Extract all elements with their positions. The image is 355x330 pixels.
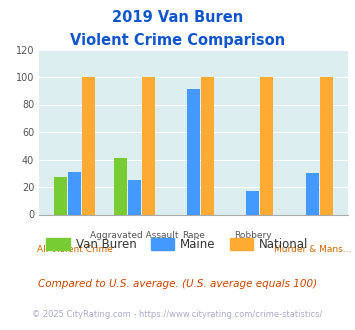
Text: Aggravated Assault: Aggravated Assault	[90, 231, 178, 240]
Text: Robbery: Robbery	[234, 231, 272, 240]
Bar	[320, 77, 333, 214]
Text: Rape: Rape	[182, 231, 205, 240]
Bar	[306, 173, 319, 214]
Bar	[246, 191, 260, 214]
Text: © 2025 CityRating.com - https://www.cityrating.com/crime-statistics/: © 2025 CityRating.com - https://www.city…	[32, 310, 323, 319]
Text: Compared to U.S. average. (U.S. average equals 100): Compared to U.S. average. (U.S. average …	[38, 279, 317, 289]
Text: All Violent Crime: All Violent Crime	[37, 245, 113, 254]
Bar	[68, 172, 81, 214]
Text: Murder & Mans...: Murder & Mans...	[274, 245, 351, 254]
Bar	[260, 77, 273, 214]
Text: 2019 Van Buren: 2019 Van Buren	[112, 10, 243, 25]
Legend: Van Buren, Maine, National: Van Buren, Maine, National	[42, 234, 313, 256]
Bar	[187, 89, 200, 214]
Bar	[142, 77, 154, 214]
Text: Violent Crime Comparison: Violent Crime Comparison	[70, 33, 285, 48]
Bar	[54, 178, 67, 214]
Bar	[201, 77, 214, 214]
Bar	[82, 77, 95, 214]
Bar	[127, 180, 141, 214]
Bar	[114, 158, 127, 214]
